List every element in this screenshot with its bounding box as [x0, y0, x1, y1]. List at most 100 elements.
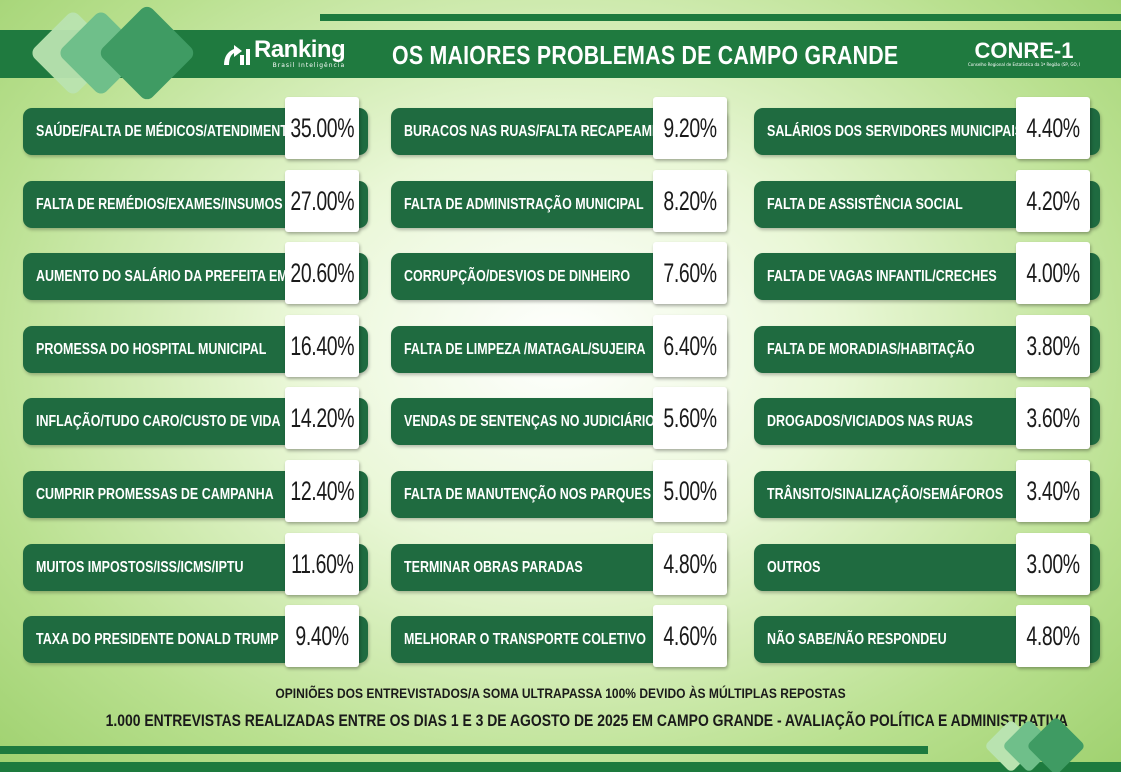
problem-percentage: 4.40% — [1016, 97, 1090, 159]
problem-card: VENDAS DE SENTENÇAS NO JUDICIÁRIO 5.60% — [391, 387, 727, 449]
problem-percentage-text: 9.20% — [663, 112, 717, 143]
problem-label: FALTA DE ADMINISTRAÇÃO MUNICIPAL — [404, 195, 644, 213]
problem-percentage: 20.60% — [285, 242, 359, 304]
problem-card: SAÚDE/FALTA DE MÉDICOS/ATENDIMENTO 35.00% — [23, 97, 368, 159]
problem-percentage-text: 3.80% — [1026, 330, 1080, 361]
problem-percentage: 4.60% — [653, 605, 727, 667]
problem-percentage-text: 4.80% — [1026, 620, 1080, 651]
problem-percentage: 3.80% — [1016, 315, 1090, 377]
problem-percentage-text: 14.20% — [290, 402, 354, 433]
problem-card: TERMINAR OBRAS PARADAS 4.80% — [391, 533, 727, 595]
problem-percentage-text: 12.40% — [290, 475, 354, 506]
problem-label: TERMINAR OBRAS PARADAS — [404, 558, 583, 576]
problem-label: NÃO SABE/NÃO RESPONDEU — [767, 630, 947, 648]
problem-percentage: 5.60% — [653, 387, 727, 449]
problem-card: PROMESSA DO HOSPITAL MUNICIPAL 16.40% — [23, 315, 368, 377]
conre-logo-tagline: Conselho Regional de Estatística da 1ª R… — [968, 62, 1080, 67]
problem-card: FALTA DE MANUTENÇÃO NOS PARQUES 5.00% — [391, 460, 727, 522]
problem-card: FALTA DE ASSISTÊNCIA SOCIAL 4.20% — [754, 170, 1100, 232]
problem-card: CORRUPÇÃO/DESVIOS DE DINHEIRO 7.60% — [391, 242, 727, 304]
problem-card: FALTA DE MORADIAS/HABITAÇÃO 3.80% — [754, 315, 1100, 377]
problem-card: TAXA DO PRESIDENTE DONALD TRUMP 9.40% — [23, 605, 368, 667]
problem-percentage: 3.00% — [1016, 533, 1090, 595]
problem-card: INFLAÇÃO/TUDO CARO/CUSTO DE VIDA 14.20% — [23, 387, 368, 449]
problem-percentage-text: 4.80% — [663, 548, 717, 579]
problem-percentage-text: 20.60% — [290, 257, 354, 288]
problem-card: FALTA DE REMÉDIOS/EXAMES/INSUMOS 27.00% — [23, 170, 368, 232]
footnote-methodology: 1.000 ENTREVISTAS REALIZADAS ENTRE OS DI… — [105, 711, 1068, 730]
conre-logo-name: CONRE-1 — [974, 38, 1074, 63]
problem-percentage: 7.60% — [653, 242, 727, 304]
ranking-logo-name: Ranking — [254, 36, 346, 63]
problem-percentage: 9.20% — [653, 97, 727, 159]
problem-card: DROGADOS/VICIADOS NAS RUAS 3.60% — [754, 387, 1100, 449]
problem-percentage-text: 5.00% — [663, 475, 717, 506]
problem-label: FALTA DE ASSISTÊNCIA SOCIAL — [767, 195, 963, 213]
problem-percentage: 11.60% — [285, 533, 359, 595]
problem-card: TRÂNSITO/SINALIZAÇÃO/SEMÁFOROS 3.40% — [754, 460, 1100, 522]
problem-percentage: 12.40% — [285, 460, 359, 522]
problem-label: TAXA DO PRESIDENTE DONALD TRUMP — [36, 630, 279, 648]
problem-percentage-text: 4.40% — [1026, 112, 1080, 143]
problem-label: VENDAS DE SENTENÇAS NO JUDICIÁRIO — [404, 412, 656, 430]
problem-percentage-text: 4.00% — [1026, 257, 1080, 288]
problem-label: SALÁRIOS DOS SERVIDORES MUNICIPAIS — [767, 122, 1024, 140]
problem-label: FALTA DE VAGAS INFANTIL/CRECHES — [767, 267, 997, 285]
problem-percentage: 14.20% — [285, 387, 359, 449]
problem-label: CORRUPÇÃO/DESVIOS DE DINHEIRO — [404, 267, 631, 285]
problem-percentage-text: 4.20% — [1026, 185, 1080, 216]
problem-percentage-text: 35.00% — [290, 112, 354, 143]
problem-card: AUMENTO DO SALÁRIO DA PREFEITA EM 66% 20.… — [23, 242, 368, 304]
problem-label: FALTA DE REMÉDIOS/EXAMES/INSUMOS — [36, 195, 283, 213]
problem-percentage: 27.00% — [285, 170, 359, 232]
problem-percentage-text: 7.60% — [663, 257, 717, 288]
problem-label: BURACOS NAS RUAS/FALTA RECAPEAMENTO — [404, 122, 687, 140]
problem-card: FALTA DE LIMPEZA /MATAGAL/SUJEIRA 6.40% — [391, 315, 727, 377]
problem-card: SALÁRIOS DOS SERVIDORES MUNICIPAIS 4.40% — [754, 97, 1100, 159]
ranking-logo: Ranking Brasil Inteligência — [220, 36, 346, 72]
problem-label: OUTROS — [767, 558, 821, 576]
problem-card: CUMPRIR PROMESSAS DE CAMPANHA 12.40% — [23, 460, 368, 522]
problem-percentage: 5.00% — [653, 460, 727, 522]
problem-card: OUTROS 3.00% — [754, 533, 1100, 595]
problem-percentage-text: 8.20% — [663, 185, 717, 216]
problem-card: BURACOS NAS RUAS/FALTA RECAPEAMENTO 9.20% — [391, 97, 727, 159]
problem-percentage-text: 3.60% — [1026, 402, 1080, 433]
problem-label: INFLAÇÃO/TUDO CARO/CUSTO DE VIDA — [36, 412, 281, 430]
problem-card: FALTA DE VAGAS INFANTIL/CRECHES 4.00% — [754, 242, 1100, 304]
problem-label: PROMESSA DO HOSPITAL MUNICIPAL — [36, 340, 267, 358]
bottom-decor-line — [0, 762, 1121, 772]
problem-percentage: 35.00% — [285, 97, 359, 159]
problem-label: FALTA DE MORADIAS/HABITAÇÃO — [767, 340, 975, 358]
problem-label: SAÚDE/FALTA DE MÉDICOS/ATENDIMENTO — [36, 122, 298, 140]
problem-percentage-text: 16.40% — [290, 330, 354, 361]
problem-card: FALTA DE ADMINISTRAÇÃO MUNICIPAL 8.20% — [391, 170, 727, 232]
problem-percentage-text: 5.60% — [663, 402, 717, 433]
bottom-decor-line — [0, 746, 928, 754]
problem-percentage-text: 11.60% — [290, 548, 354, 579]
problem-label: MUITOS IMPOSTOS/ISS/ICMS/IPTU — [36, 558, 244, 576]
footnote-multiple-answers: OPINIÕES DOS ENTREVISTADOS/A SOMA ULTRAP… — [275, 685, 846, 701]
problem-card: MUITOS IMPOSTOS/ISS/ICMS/IPTU 11.60% — [23, 533, 368, 595]
problem-percentage: 16.40% — [285, 315, 359, 377]
problem-percentage: 4.80% — [1016, 605, 1090, 667]
problem-percentage-text: 6.40% — [663, 330, 717, 361]
problem-label: TRÂNSITO/SINALIZAÇÃO/SEMÁFOROS — [767, 485, 1004, 503]
ranking-logo-tagline: Brasil Inteligência — [272, 62, 346, 69]
problem-percentage: 4.20% — [1016, 170, 1090, 232]
problem-label: FALTA DE MANUTENÇÃO NOS PARQUES — [404, 485, 652, 503]
problem-percentage: 4.00% — [1016, 242, 1090, 304]
problem-percentage: 3.60% — [1016, 387, 1090, 449]
problem-percentage: 9.40% — [285, 605, 359, 667]
problem-percentage-text: 4.60% — [663, 620, 717, 651]
conre-logo: CONRE-1 Conselho Regional de Estatística… — [968, 38, 1080, 68]
problem-label: AUMENTO DO SALÁRIO DA PREFEITA EM 66% — [36, 267, 317, 285]
problem-percentage-text: 3.40% — [1026, 475, 1080, 506]
problem-label: DROGADOS/VICIADOS NAS RUAS — [767, 412, 973, 430]
problem-card: MELHORAR O TRANSPORTE COLETIVO 4.60% — [391, 605, 727, 667]
problem-label: CUMPRIR PROMESSAS DE CAMPANHA — [36, 485, 274, 503]
page-title: OS MAIORES PROBLEMAS DE CAMPO GRANDE — [392, 40, 899, 70]
problem-percentage-text: 27.00% — [290, 185, 354, 216]
problem-percentage-text: 3.00% — [1026, 548, 1080, 579]
problem-percentage: 4.80% — [653, 533, 727, 595]
